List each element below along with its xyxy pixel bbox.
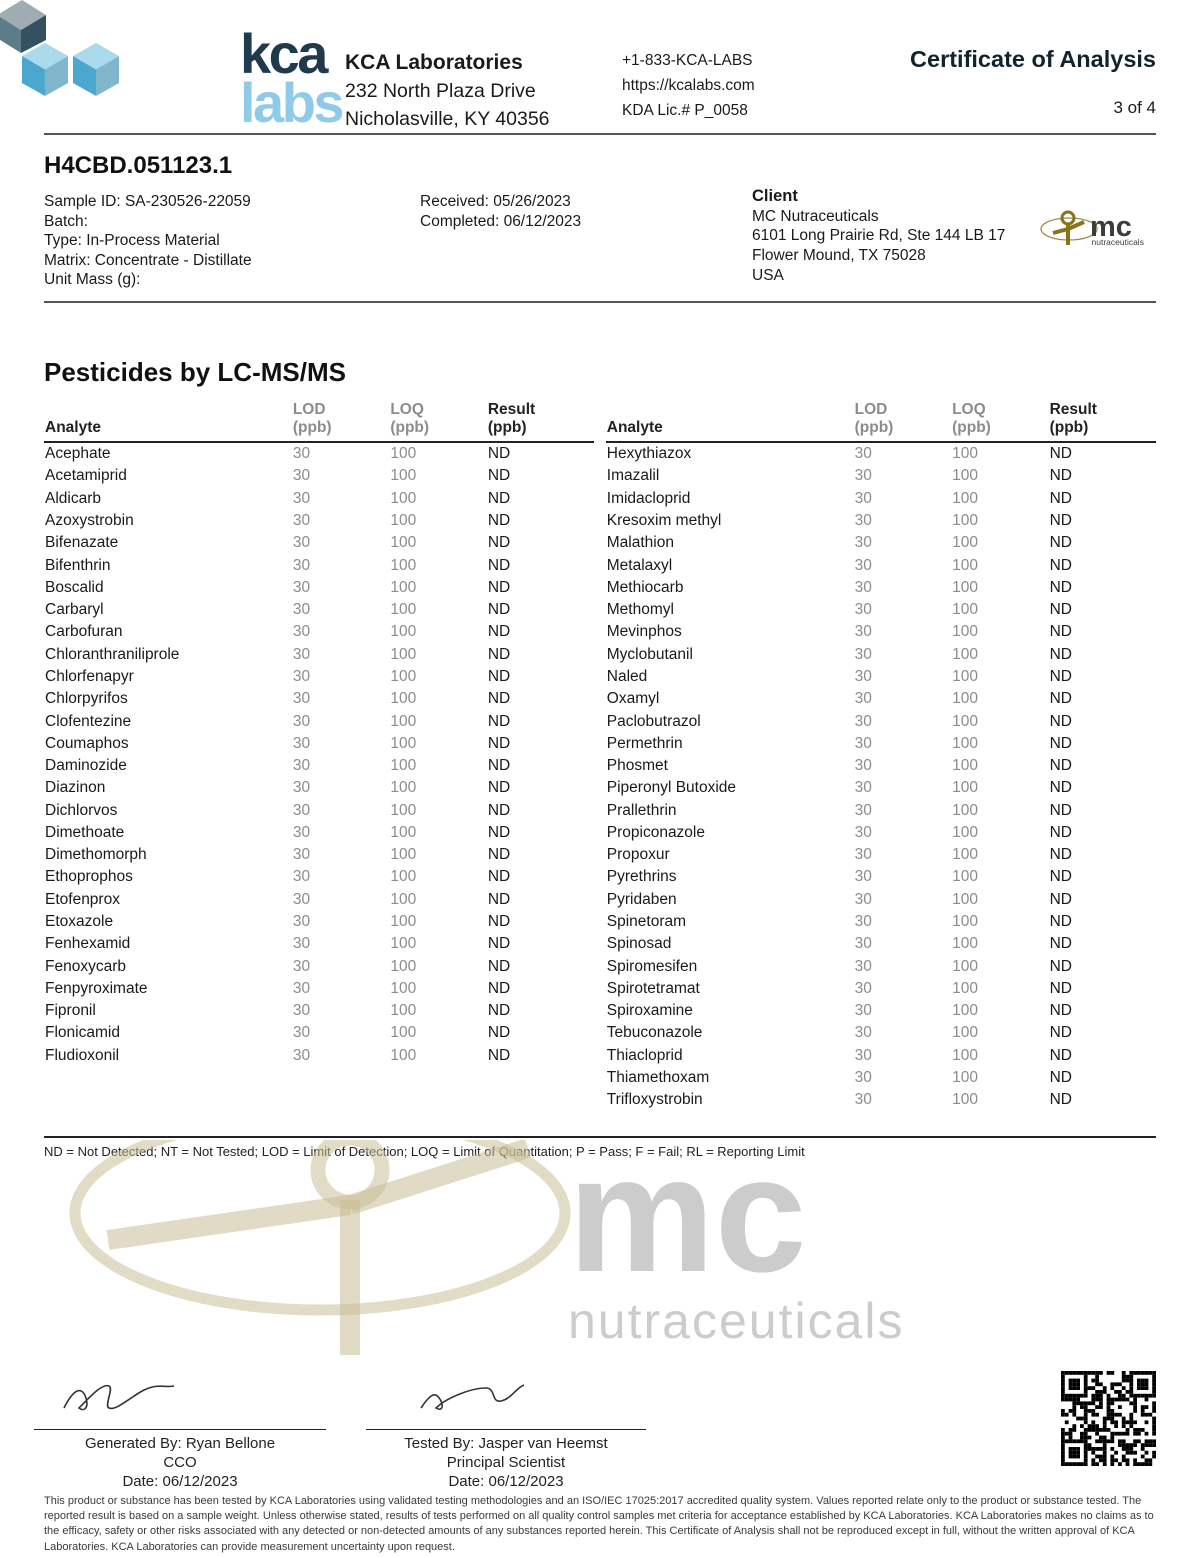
svg-text:nutraceuticals: nutraceuticals bbox=[1092, 237, 1144, 247]
svg-text:mc: mc bbox=[568, 1140, 806, 1306]
svg-text:nutraceuticals: nutraceuticals bbox=[568, 1293, 905, 1349]
